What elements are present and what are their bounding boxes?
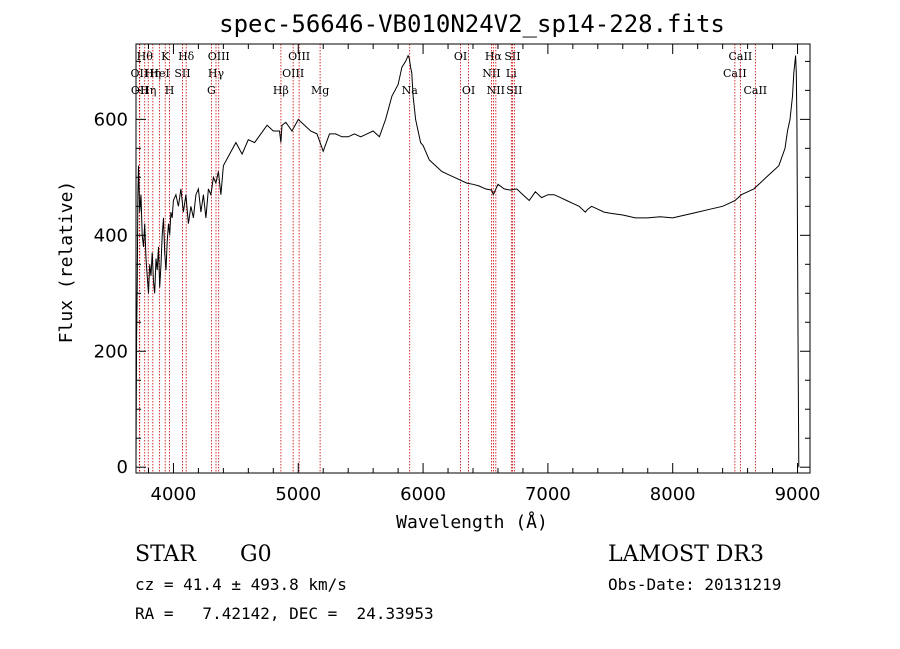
marker-label: NII (487, 84, 505, 97)
marker-label: OI (454, 50, 467, 63)
marker-label: HeI (149, 67, 169, 80)
x-tick-label: 9000 (775, 484, 821, 505)
survey-name: LAMOST DR3 (608, 542, 764, 567)
x-tick-label: 5000 (275, 484, 321, 505)
marker-label: Li (506, 67, 517, 80)
redshift-info: cz = 41.4 ± 493.8 km/s (135, 575, 347, 594)
y-tick-label: 0 (117, 457, 128, 478)
marker-label: G (207, 84, 216, 97)
marker-label: Hη (145, 67, 161, 80)
marker-label: OI (462, 84, 475, 97)
y-tick-label: 400 (94, 225, 128, 246)
marker-label: Hβ (273, 84, 289, 97)
marker-label: OII (131, 67, 149, 80)
object-class: STAR (135, 542, 197, 567)
chart-title: spec-56646-VB010N24V2_sp14-228.fits (219, 10, 725, 38)
marker-label: SII (504, 50, 520, 63)
marker-label: Hθ (137, 50, 154, 63)
spectrum-line (135, 54, 800, 468)
x-axis-label: Wavelength (Å) (396, 511, 548, 533)
marker-label: SII (174, 67, 190, 80)
marker-label: OIII (208, 50, 230, 63)
coordinates: RA = 7.42142, DEC = 24.33953 (135, 604, 434, 623)
y-tick-label: 600 (94, 109, 128, 130)
marker-label: SII (506, 84, 522, 97)
marker-label: CaII (743, 84, 767, 97)
obs-date: Obs-Date: 20131219 (608, 575, 781, 594)
marker-label: Na (402, 84, 419, 97)
x-axis: 4000 5000 6000 7000 8000 9000 (147, 44, 821, 505)
marker-label: Hα (485, 50, 503, 63)
subclass: G0 (240, 542, 272, 567)
marker-label: Hδ (178, 50, 195, 63)
x-tick-label: 6000 (400, 484, 446, 505)
marker-label: Hη (140, 84, 156, 97)
y-axis: 0 200 400 600 (94, 60, 810, 478)
marker-label: Mg (311, 84, 329, 97)
y-axis-label: Flux (relative) (56, 181, 77, 344)
marker-label: CaII (723, 67, 747, 80)
marker-label: OIII (288, 50, 310, 63)
x-tick-label: 4000 (151, 484, 197, 505)
marker-label: NII (482, 67, 500, 80)
marker-label: H (165, 84, 175, 97)
marker-label: Hγ (208, 67, 225, 80)
x-tick-label: 8000 (650, 484, 696, 505)
marker-label: CaII (729, 50, 753, 63)
marker-label: OIII (282, 67, 304, 80)
marker-label: K (161, 50, 170, 63)
x-tick-label: 7000 (525, 484, 571, 505)
y-tick-label: 200 (94, 341, 128, 362)
